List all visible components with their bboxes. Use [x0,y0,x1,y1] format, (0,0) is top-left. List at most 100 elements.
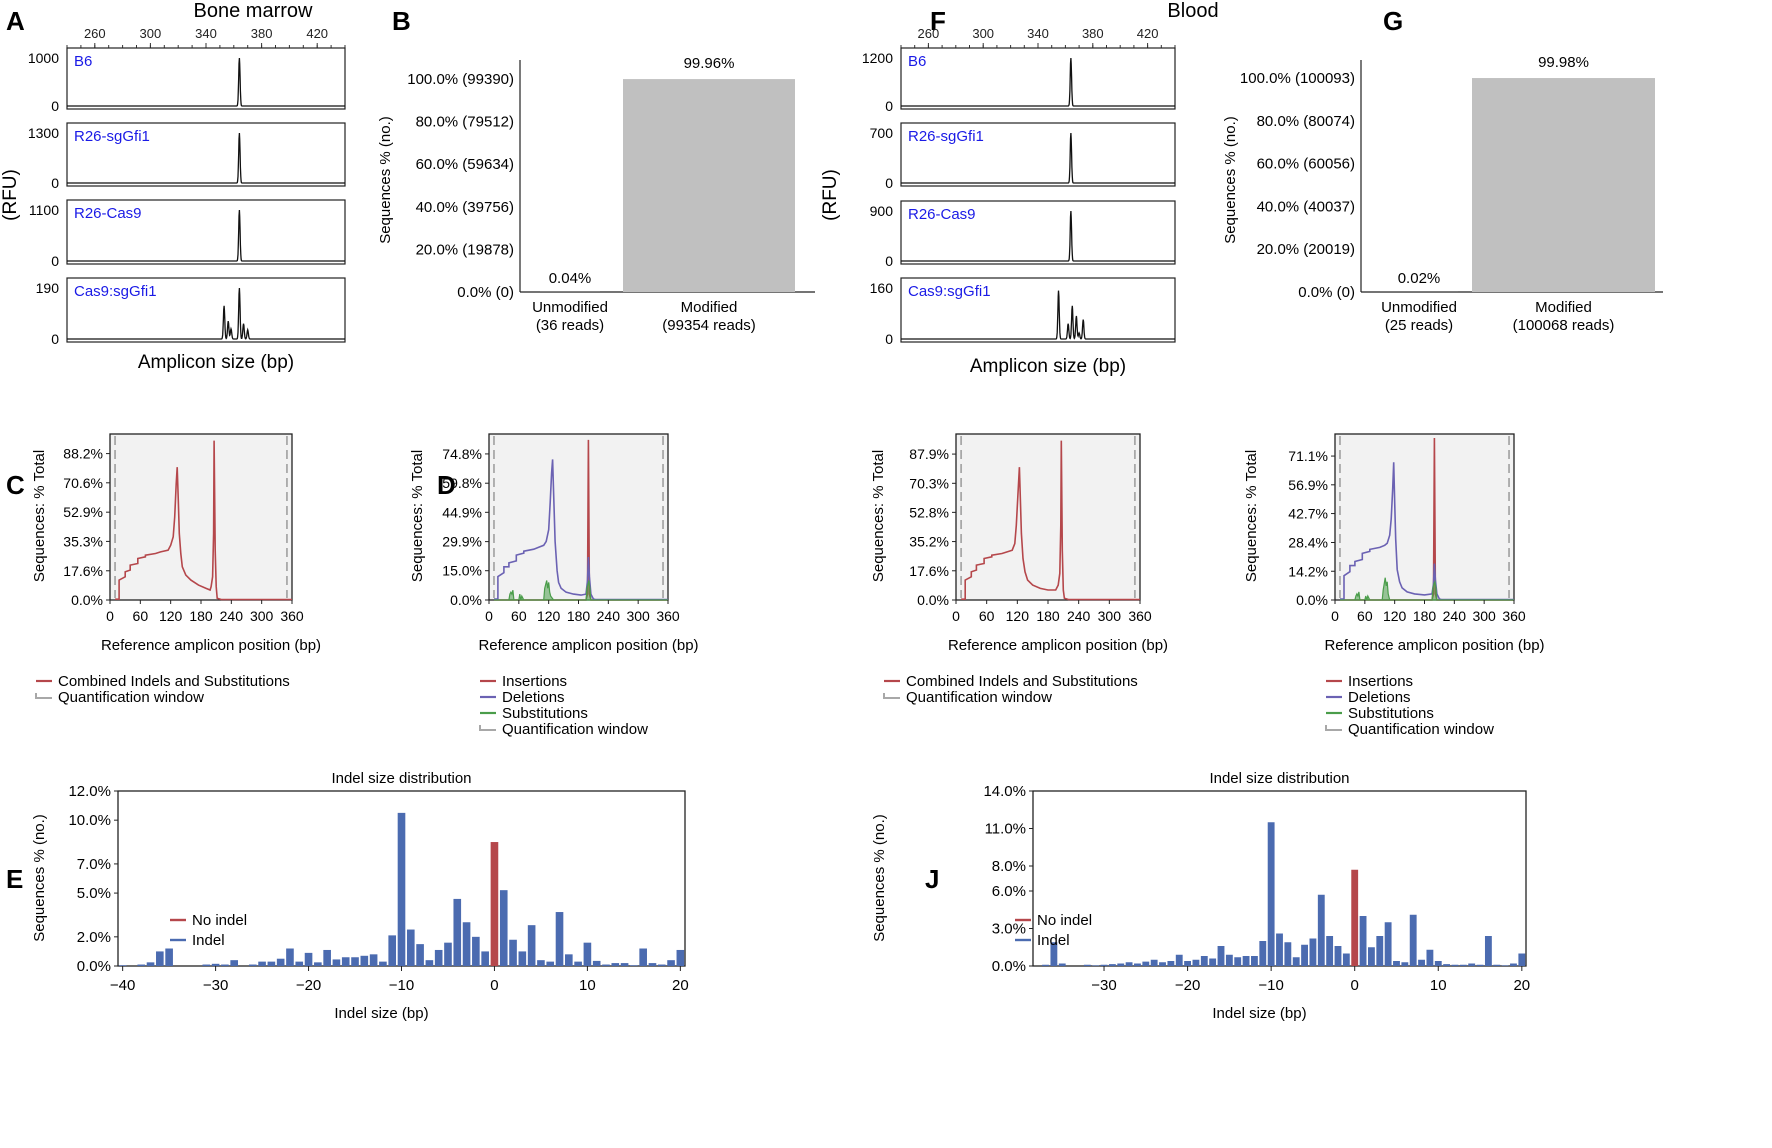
trace-label: R26-Cas9 [908,206,976,223]
x-tick-label: 60 [133,608,149,624]
bar-indel [453,898,462,966]
y-tick-label: 900 [870,203,894,219]
bar-indel [1284,942,1292,966]
x-axis-label: Indel size (bp) [334,1005,428,1022]
y-axis-label: Sequences % (no.) [1222,116,1239,244]
y-tick-label: 15.0% [442,563,482,579]
y-tick-label: 0.0% (0) [457,284,514,301]
x-tick-label: 120 [537,608,561,624]
y-tick-label: 17.6% [909,563,949,579]
series-combined-indels-and-substitutions [115,440,292,601]
x-tick-label: 300 [140,26,162,41]
bar-indel [1100,964,1108,966]
legend-label: Substitutions [502,705,588,722]
y-axis-label: Sequences % (no.) [871,814,888,942]
x-tick-label: 0 [490,977,498,994]
bar-indel [1376,936,1384,966]
bar-indel [1050,942,1058,966]
y-tick-label: 0 [51,331,59,347]
bar-indel [676,949,685,966]
bar-indel [230,960,238,966]
trace-label: Cas9:sgGfi1 [74,283,157,300]
bar-indel [1292,957,1300,966]
bar-indel [1251,956,1258,966]
bar-indel [1426,949,1434,966]
bar-indel [369,954,378,966]
bar-indel [1259,941,1267,966]
bar-indel [314,962,322,966]
x-tick-label: −30 [203,977,228,994]
x-tick-label: 240 [1443,608,1467,624]
bar-indel [286,948,294,966]
bar-indel [1134,963,1141,966]
legend-label: Quantification window [502,721,648,738]
bar-indel [1409,914,1417,966]
bar-indel [472,936,480,966]
y-tick-label: 1100 [29,202,59,218]
bar-indel [202,964,211,966]
panel-letter-j: J [925,864,939,894]
trace-line [67,57,345,107]
legend-label: Quantification window [58,689,204,706]
y-tick-label: 52.8% [909,504,949,520]
y-tick-label: 0 [885,98,893,114]
x-axis-label: Indel size (bp) [1212,1005,1306,1022]
panel-letter-g: G [1383,6,1403,36]
y-tick-label: 20.0% (20019) [1257,241,1355,258]
bar-indel [1200,956,1208,966]
y-tick-label: 190 [36,280,60,296]
y-tick-label: 100.0% (99390) [407,71,514,88]
y-tick-label: 0 [51,253,59,269]
x-tick-label: 340 [1027,26,1049,41]
bar-indel [146,962,155,966]
trace-label: R26-sgGfi1 [74,128,150,145]
y-axis-label: Sequences % (no.) [377,116,394,244]
chart-c-combined-profile: 0.0% 17.6% 35.3% 52.9% 70.6% 88.2% 0 60 120 180 24… [31,433,321,706]
y-tick-label: 88.2% [63,446,103,462]
y-tick-label: 35.3% [63,533,103,549]
y-tick-label: 80.0% (79512) [416,114,514,131]
bar [623,79,795,292]
x-tick-label: 380 [1082,26,1104,41]
bar-indel [323,949,331,966]
y-axis-label: Sequences: % Total [409,450,426,582]
bar-indel [1384,922,1392,966]
x-tick-label: 360 [656,608,680,624]
x-tick-label: 180 [189,608,213,624]
chart-i-indel-type-profile: 0.0% 14.2% 28.4% 42.7% 56.9% 71.1% 0 60 120 180 24… [1243,433,1545,738]
bar-indel [462,922,471,966]
y-tick-label: 0 [885,331,893,347]
bar-indel [1434,961,1442,966]
panel-letter-b: B [392,6,411,36]
bar-indel [1209,958,1217,966]
panel-letter-c: C [6,470,25,500]
bar-indel [667,960,675,966]
bar-indel [546,961,555,966]
bar-indel [1459,964,1467,966]
plot-frame [109,433,293,601]
y-tick-label: 17.6% [63,563,103,579]
panel-letter-d: D [437,470,456,500]
trace-line [901,132,1175,184]
x-tick-label: 180 [1036,608,1060,624]
bar-indel [425,960,434,966]
y-tick-label: 2.0% [77,929,111,946]
chart-b-modification-bars: 0.0% (0) 20.0% (19878) 40.0% (39756) 60.0% … [377,55,815,334]
x-tick-label: −10 [1258,977,1283,994]
series-deletions [1340,462,1514,601]
trace-frame [66,277,346,343]
y-tick-label: 6.0% [992,883,1026,900]
bar-indel [1518,953,1526,966]
x-axis-label: Amplicon size (bp) [138,352,294,373]
bar-indel [639,948,647,966]
trace-frame [900,200,1176,265]
bar-indel [555,912,564,966]
bar-no-indel [490,842,499,966]
panel-letter-f: F [930,6,946,36]
series-combined-indels-and-substitutions [961,440,1140,601]
bar-indel [1418,959,1425,966]
x-tick-label: −30 [1091,977,1116,994]
chart-a-electropherogram: 260 300 340 380 420 B6 1000 0 R26-sgGfi1 1300 0 R26… [0,26,346,373]
bar-indel [1184,961,1192,966]
y-tick-label: 8.0% [992,858,1026,875]
